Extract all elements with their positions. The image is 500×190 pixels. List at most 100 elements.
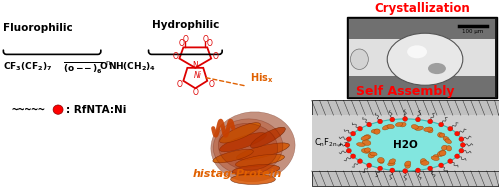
Ellipse shape — [387, 33, 463, 85]
Text: O: O — [192, 88, 198, 97]
Circle shape — [416, 168, 420, 173]
Ellipse shape — [428, 63, 446, 74]
Circle shape — [378, 119, 382, 124]
Text: $\mathbf{NH(CH_2)_4}$: $\mathbf{NH(CH_2)_4}$ — [108, 60, 156, 73]
Text: O: O — [182, 35, 188, 44]
Circle shape — [448, 159, 452, 163]
Circle shape — [350, 131, 356, 136]
Ellipse shape — [361, 136, 370, 140]
Ellipse shape — [213, 149, 254, 163]
Ellipse shape — [421, 161, 429, 165]
Circle shape — [428, 166, 432, 171]
Text: $\mathrm{n}$: $\mathrm{n}$ — [105, 59, 110, 66]
Ellipse shape — [431, 156, 439, 161]
Ellipse shape — [407, 45, 427, 58]
Ellipse shape — [213, 119, 283, 175]
Text: $\mathbf{CF_3(CF_2)_7}$: $\mathbf{CF_3(CF_2)_7}$ — [4, 60, 52, 73]
Ellipse shape — [382, 125, 390, 130]
Ellipse shape — [440, 151, 446, 156]
Text: $\mathbf{His_x}$: $\mathbf{His_x}$ — [250, 71, 274, 85]
Circle shape — [460, 143, 466, 147]
Text: histag-Protein: histag-Protein — [192, 169, 282, 179]
Ellipse shape — [442, 145, 448, 150]
Text: $\mathrm{C_nF_{2n+2}}$: $\mathrm{C_nF_{2n+2}}$ — [314, 137, 348, 149]
Ellipse shape — [396, 122, 402, 127]
Circle shape — [448, 126, 452, 131]
Bar — [350, 19, 494, 97]
Text: O: O — [176, 80, 182, 89]
Text: Fluorophilic: Fluorophilic — [4, 23, 73, 33]
Circle shape — [438, 163, 444, 168]
Ellipse shape — [387, 124, 394, 129]
Circle shape — [459, 148, 464, 153]
Text: H2O: H2O — [393, 140, 417, 150]
Ellipse shape — [368, 153, 375, 158]
Ellipse shape — [362, 140, 371, 146]
Ellipse shape — [370, 152, 377, 156]
Text: Crystallization: Crystallization — [374, 2, 470, 15]
Circle shape — [428, 119, 432, 124]
Circle shape — [390, 168, 395, 173]
Circle shape — [378, 166, 382, 171]
Text: 100 μm: 100 μm — [462, 29, 483, 34]
Text: O: O — [172, 52, 178, 61]
Circle shape — [366, 122, 372, 127]
Ellipse shape — [428, 128, 433, 133]
Ellipse shape — [362, 149, 370, 153]
Circle shape — [346, 148, 352, 153]
Ellipse shape — [400, 122, 406, 127]
Ellipse shape — [250, 127, 286, 148]
Ellipse shape — [356, 143, 365, 146]
Ellipse shape — [424, 127, 432, 131]
Text: Hydrophilic: Hydrophilic — [152, 20, 219, 29]
Ellipse shape — [440, 133, 445, 137]
Text: N: N — [192, 61, 198, 70]
Ellipse shape — [378, 158, 384, 163]
Text: O: O — [178, 39, 184, 48]
Text: : RfNTA:Ni: : RfNTA:Ni — [66, 105, 126, 115]
Ellipse shape — [445, 139, 452, 144]
Circle shape — [345, 143, 350, 147]
Ellipse shape — [236, 143, 290, 160]
Ellipse shape — [443, 136, 449, 141]
Circle shape — [366, 163, 372, 168]
Circle shape — [358, 126, 362, 131]
Circle shape — [454, 154, 460, 158]
Bar — [350, 39, 494, 76]
Ellipse shape — [378, 159, 384, 163]
Ellipse shape — [232, 165, 280, 176]
Ellipse shape — [350, 49, 368, 70]
Ellipse shape — [364, 148, 370, 152]
Ellipse shape — [404, 161, 411, 166]
Circle shape — [390, 117, 395, 122]
Ellipse shape — [433, 155, 438, 159]
Ellipse shape — [388, 162, 395, 166]
Ellipse shape — [374, 129, 380, 134]
Text: O: O — [202, 35, 208, 44]
Circle shape — [350, 154, 356, 158]
Text: O: O — [212, 52, 218, 61]
Ellipse shape — [420, 159, 426, 164]
Ellipse shape — [371, 129, 380, 133]
Ellipse shape — [415, 126, 424, 130]
Ellipse shape — [405, 163, 410, 168]
Bar — [312, 171, 498, 186]
Ellipse shape — [364, 135, 370, 140]
Ellipse shape — [220, 133, 266, 152]
Ellipse shape — [412, 125, 418, 129]
Text: O: O — [208, 80, 214, 89]
Ellipse shape — [348, 119, 463, 171]
Circle shape — [416, 117, 420, 122]
Text: $\mathbf{O}$: $\mathbf{O}$ — [99, 60, 108, 71]
Ellipse shape — [218, 124, 278, 170]
Circle shape — [402, 169, 407, 173]
Text: O: O — [206, 39, 212, 48]
Text: ~~~~~: ~~~~~ — [12, 105, 45, 115]
Ellipse shape — [220, 123, 260, 143]
Ellipse shape — [230, 174, 276, 184]
Text: $\mathbf{\overline{(o-\!\!-)_6}}$: $\mathbf{\overline{(o-\!\!-)_6}}$ — [63, 60, 104, 76]
Ellipse shape — [211, 112, 295, 182]
Circle shape — [438, 122, 444, 127]
Circle shape — [402, 117, 407, 121]
Ellipse shape — [389, 159, 396, 164]
